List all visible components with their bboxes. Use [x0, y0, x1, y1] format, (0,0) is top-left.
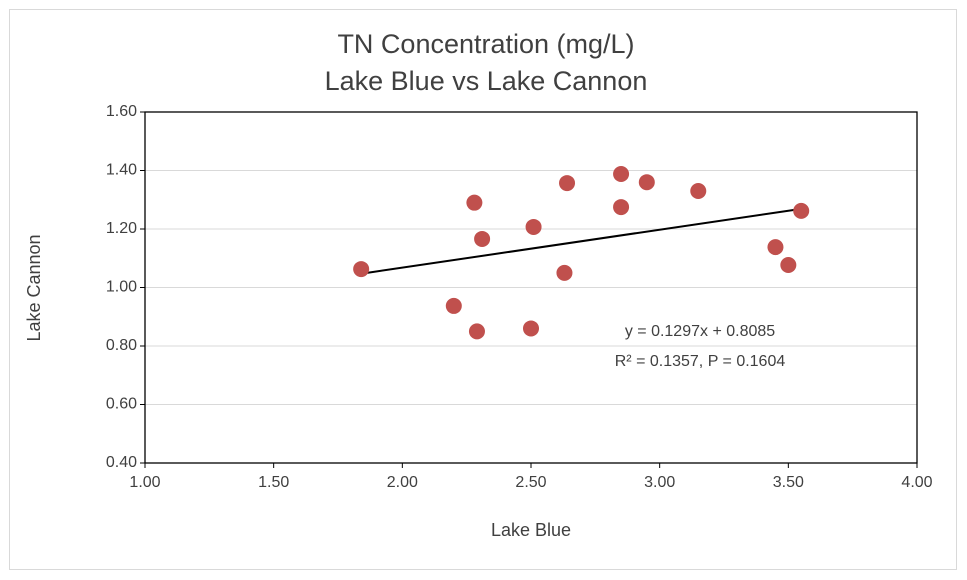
- x-tick-label: 1.50: [258, 474, 289, 491]
- chart-subtitle: Lake Blue vs Lake Cannon: [325, 66, 648, 96]
- trendline-stats: R² = 0.1357, P = 0.1604: [615, 353, 786, 370]
- x-tick-label: 2.50: [515, 474, 546, 491]
- data-point: [525, 218, 542, 235]
- plot-area: [144, 111, 918, 464]
- data-point: [793, 202, 810, 219]
- chart-title: TN Concentration (mg/L): [337, 29, 634, 59]
- x-tick-label: 2.00: [387, 474, 418, 491]
- x-tick-label: 3.50: [773, 474, 804, 491]
- data-point: [559, 175, 576, 192]
- data-point: [690, 182, 707, 199]
- y-axis-title: Lake Cannon: [24, 234, 44, 341]
- data-point: [468, 323, 485, 340]
- data-point: [523, 320, 539, 337]
- y-tick-label: 0.60: [106, 396, 137, 413]
- y-tick-label: 1.00: [106, 279, 137, 296]
- data-point: [613, 199, 630, 216]
- data-point: [767, 239, 784, 256]
- y-tick-label: 0.80: [106, 337, 137, 354]
- x-tick-label: 1.00: [129, 474, 160, 491]
- data-point: [638, 174, 655, 191]
- x-tick-label: 4.00: [901, 474, 932, 491]
- x-axis-title: Lake Blue: [491, 520, 571, 540]
- y-tick-label: 1.20: [106, 220, 137, 237]
- y-tick-label: 1.40: [106, 162, 137, 179]
- chart-frame: [9, 9, 957, 570]
- data-point: [613, 166, 630, 183]
- x-tick-label: 3.00: [644, 474, 675, 491]
- y-tick-label: 0.40: [106, 454, 137, 471]
- y-tick-label: 1.60: [106, 103, 137, 120]
- data-point: [474, 230, 491, 247]
- data-point: [780, 256, 797, 273]
- data-point: [445, 297, 462, 314]
- trendline-equation: y = 0.1297x + 0.8085: [625, 323, 775, 340]
- data-point: [353, 261, 370, 278]
- data-point: [556, 264, 573, 281]
- trendline: [361, 207, 802, 275]
- data-point: [466, 194, 483, 211]
